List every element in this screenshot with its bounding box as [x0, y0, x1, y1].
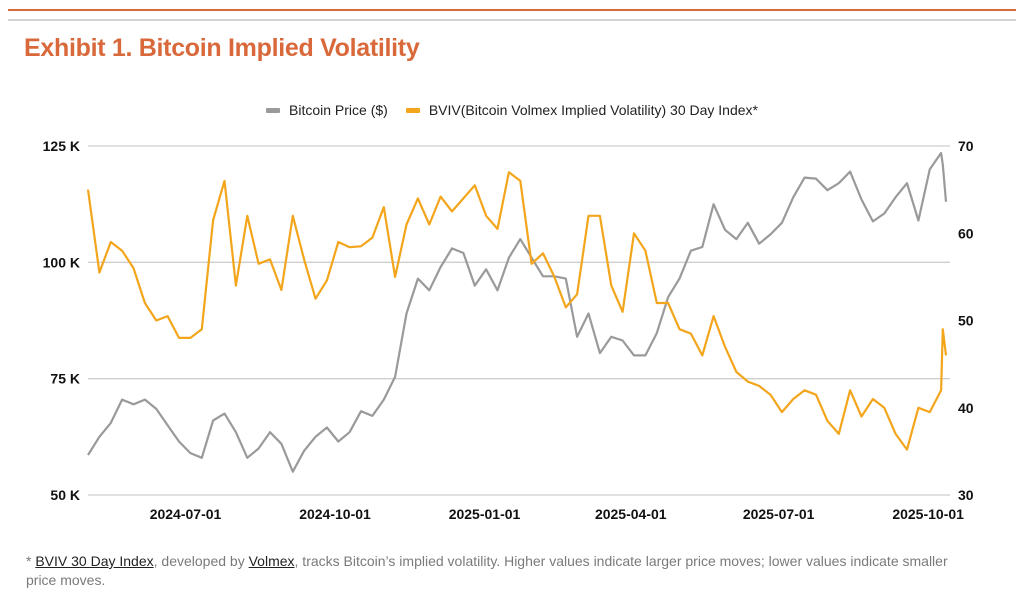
footnote-prefix: *	[26, 553, 36, 569]
top-gray-rule	[8, 19, 1016, 21]
legend-label-price: Bitcoin Price ($)	[289, 102, 388, 118]
top-accent-rule	[8, 9, 1016, 11]
footnote: * BVIV 30 Day Index, developed by Volmex…	[26, 552, 966, 590]
chart-legend: Bitcoin Price ($) BVIV(Bitcoin Volmex Im…	[0, 102, 1024, 118]
series-lines	[86, 151, 948, 473]
y-axis-right: 30 40 50 60 70	[958, 138, 974, 503]
y-left-tick-label: 125 K	[43, 138, 80, 154]
y-right-tick-label: 30	[958, 487, 974, 503]
x-tick-label: 2025-10-01	[892, 506, 964, 522]
page-title: Exhibit 1. Bitcoin Implied Volatility	[24, 34, 420, 62]
x-tick-label: 2025-01-01	[449, 506, 521, 522]
legend-swatch-price	[266, 107, 281, 113]
footnote-rest: , tracks Bitcoin’s implied volatility. H…	[26, 553, 948, 588]
y-right-tick-label: 40	[958, 400, 974, 416]
x-tick-label: 2025-07-01	[743, 506, 815, 522]
x-tick-label: 2025-04-01	[595, 506, 667, 522]
legend-item-bviv: BVIV(Bitcoin Volmex Implied Volatility) …	[405, 102, 758, 118]
bitcoin-price-line	[87, 151, 948, 473]
bviv-index-link[interactable]: BVIV 30 Day Index	[35, 553, 154, 569]
gridlines	[88, 145, 950, 496]
footnote-mid: , developed by	[153, 553, 249, 569]
bviv-line	[86, 171, 948, 451]
y-right-tick-label: 60	[958, 225, 974, 241]
x-tick-label: 2024-10-01	[299, 506, 371, 522]
x-tick-label: 2024-07-01	[150, 506, 222, 522]
y-axis-left: 50 K 75 K 100 K 125 K	[43, 138, 80, 503]
y-right-tick-label: 50	[958, 313, 974, 329]
y-left-tick-label: 100 K	[43, 254, 80, 270]
y-right-tick-label: 70	[958, 138, 974, 154]
y-left-tick-label: 50 K	[50, 487, 80, 503]
legend-item-price: Bitcoin Price ($)	[266, 102, 388, 118]
legend-swatch-bviv	[405, 107, 420, 113]
volmex-link[interactable]: Volmex	[248, 553, 295, 569]
x-axis: 2024-07-01 2024-10-01 2025-01-01 2025-04-01…	[150, 506, 964, 522]
y-left-tick-label: 75 K	[50, 371, 80, 387]
legend-label-bviv: BVIV(Bitcoin Volmex Implied Volatility) …	[428, 102, 758, 118]
